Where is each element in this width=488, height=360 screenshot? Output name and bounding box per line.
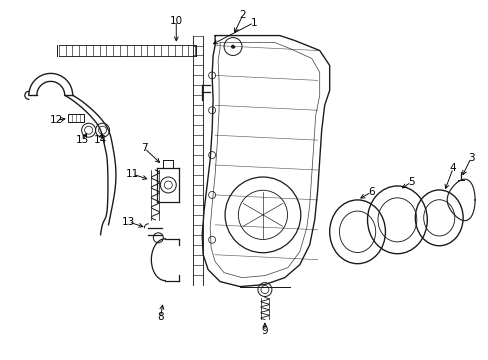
Text: 13: 13 bbox=[122, 217, 135, 227]
Text: 7: 7 bbox=[141, 143, 147, 153]
Text: 2: 2 bbox=[239, 10, 246, 20]
Text: 5: 5 bbox=[407, 177, 414, 187]
Text: 6: 6 bbox=[367, 187, 374, 197]
Bar bbox=[67, 114, 83, 122]
Text: 10: 10 bbox=[169, 15, 183, 26]
Text: 4: 4 bbox=[449, 163, 456, 173]
Text: 15: 15 bbox=[76, 135, 89, 145]
Text: 12: 12 bbox=[50, 115, 63, 125]
Text: 3: 3 bbox=[467, 153, 473, 163]
Text: 11: 11 bbox=[125, 169, 139, 179]
Text: 1: 1 bbox=[250, 18, 257, 28]
Text: 8: 8 bbox=[157, 312, 163, 323]
Text: 9: 9 bbox=[261, 327, 268, 336]
Text: 14: 14 bbox=[94, 135, 107, 145]
